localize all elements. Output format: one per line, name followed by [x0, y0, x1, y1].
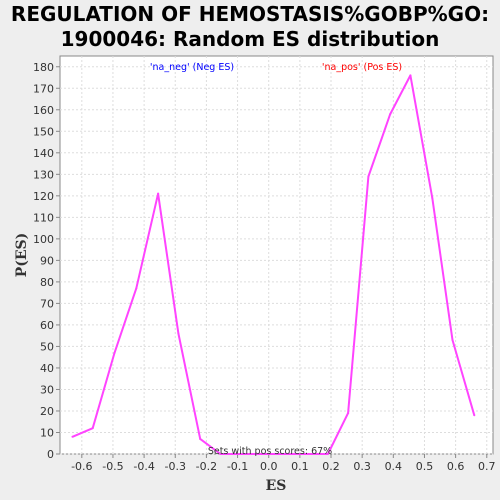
grid-layer	[60, 56, 493, 455]
data-point	[347, 412, 350, 415]
data-point	[239, 453, 242, 455]
y-tick-label: 20	[40, 405, 54, 418]
data-point	[409, 74, 412, 77]
data-point	[389, 113, 392, 116]
y-tick-label: 160	[33, 104, 54, 117]
x-axis-title: ES	[266, 478, 287, 494]
y-tick-label: 140	[33, 147, 54, 160]
y-tick-label: 40	[40, 362, 54, 375]
x-tick-label: 0.5	[416, 460, 434, 473]
data-point	[431, 196, 434, 199]
data-point	[113, 351, 116, 354]
y-tick-label: 60	[40, 319, 54, 332]
y-tick-label: 150	[33, 125, 54, 138]
data-point	[91, 427, 94, 430]
data-point	[367, 175, 370, 178]
data-point	[283, 453, 286, 455]
y-tick-label: 120	[33, 190, 54, 203]
y-tick-label: 80	[40, 276, 54, 289]
legend-pos: 'na_pos' (Pos ES)	[322, 62, 402, 73]
data-point	[473, 414, 476, 417]
es-distribution-line	[72, 74, 476, 455]
y-axis-title: P(ES)	[14, 233, 30, 278]
y-tick-label: 130	[33, 168, 54, 181]
data-point	[71, 435, 74, 438]
x-tick-label: 0.7	[478, 460, 496, 473]
y-tick-label: 50	[40, 340, 54, 353]
data-layer	[71, 74, 476, 455]
x-tick-label: -0.4	[133, 460, 154, 473]
y-tick-label: 180	[33, 61, 54, 74]
y-tick-label: 30	[40, 383, 54, 396]
data-point	[177, 332, 180, 335]
data-point	[451, 338, 454, 341]
y-tick-label: 10	[40, 426, 54, 439]
legend-neg: 'na_neg' (Neg ES)	[150, 62, 234, 73]
data-point	[326, 453, 329, 455]
y-tick-label: 170	[33, 82, 54, 95]
x-tick-label: 0.0	[260, 460, 278, 473]
annotation-pos-scores: Sets with pos scores: 67%	[208, 446, 332, 457]
x-tick-label: -0.5	[102, 460, 123, 473]
x-tick-label: 0.6	[447, 460, 465, 473]
x-tick-label: -0.6	[71, 460, 92, 473]
x-tick-label: 0.2	[322, 460, 340, 473]
x-tick-label: 0.4	[385, 460, 403, 473]
y-tick-label: 90	[40, 254, 54, 267]
data-point	[219, 453, 222, 455]
x-tick-label: -0.1	[227, 460, 248, 473]
chart-title: REGULATION OF HEMOSTASIS%GOBP%GO: 190004…	[10, 2, 490, 51]
data-point	[261, 453, 264, 455]
plot-area	[59, 55, 494, 455]
data-point	[199, 437, 202, 440]
y-tick-label: 110	[33, 211, 54, 224]
y-tick-label: 100	[33, 233, 54, 246]
x-tick-label: -0.2	[196, 460, 217, 473]
x-tick-label: -0.3	[165, 460, 186, 473]
y-tick-label: 0	[47, 448, 54, 461]
data-point	[157, 192, 160, 195]
x-tick-label: 0.1	[291, 460, 309, 473]
y-tick-label: 70	[40, 297, 54, 310]
tick-layer: -0.6 -0.5 -0.4 -0.3 -0.2 -0.1 0.0 0.1 0.2 0.3 0.4 0…	[33, 61, 496, 473]
data-point	[135, 287, 138, 290]
x-tick-label: 0.3	[353, 460, 371, 473]
data-point	[305, 453, 308, 455]
